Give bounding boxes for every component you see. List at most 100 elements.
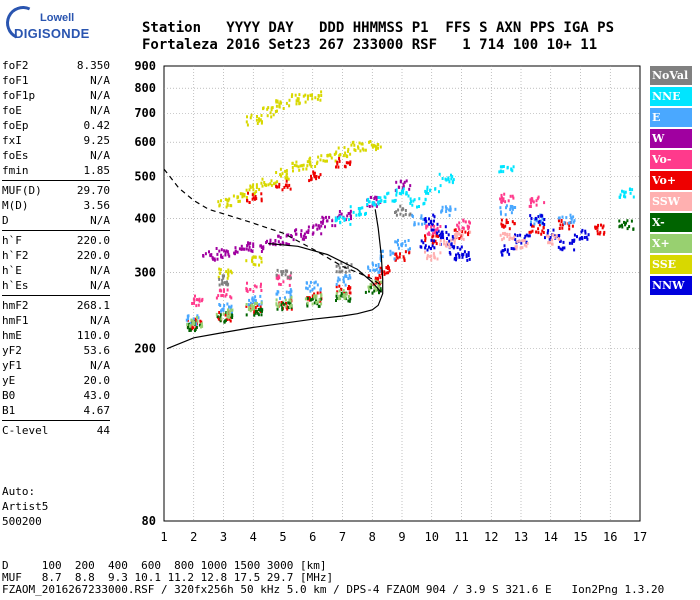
data-point-ssw [461,233,464,237]
param-name: C-level [2,424,49,437]
data-point-sse [288,104,291,108]
data-point-nne [355,213,358,217]
data-point-w [370,196,373,199]
data-point-e [189,321,192,325]
data-point-x [254,311,257,315]
data-point-w [250,248,253,252]
data-point-x [261,309,263,313]
data-point-w [331,224,334,228]
data-point-vo [345,161,348,165]
data-point-nne [367,200,370,204]
data-point-sse [337,146,340,150]
data-point-ssw [426,257,429,261]
data-point-noval [347,265,349,269]
data-point-ssw [439,242,441,246]
data-point-nne [334,219,337,223]
data-point-vo [601,226,604,230]
data-point-vo [425,226,428,230]
data-point-noval [404,212,407,216]
data-point-nne [623,191,626,195]
auto-label: Auto: [2,485,36,498]
data-point-nne [424,197,427,201]
param-row-fxi: fxI 9.25 [2,133,110,148]
data-point-nnw [563,246,566,250]
data-point-sse [237,200,240,203]
data-point-ssw [462,237,465,241]
data-point-e [367,266,370,270]
data-point-vo [375,281,378,285]
data-point-sse [261,184,264,188]
param-name: hmF2 [2,299,29,312]
data-point-nne [364,212,366,216]
data-point-sse [281,172,284,176]
data-point-x [249,309,252,313]
data-point-nnw [424,246,427,250]
data-point-e [377,265,380,269]
data-point-nnw [573,248,576,252]
data-point-vo [276,275,279,279]
data-point-sse [347,147,350,151]
data-point-e [557,216,560,220]
data-point-vo [464,230,467,234]
data-point-nnw [456,246,459,250]
data-point-vo [425,224,428,228]
data-point-e [248,298,251,302]
data-point-nnw [462,252,465,256]
data-point-nnw [455,256,458,260]
data-point-w [374,195,377,199]
data-point-x [226,311,229,315]
data-point-w [228,254,231,258]
data-point-nnw [524,234,527,238]
data-point-vo [286,307,289,311]
data-point-sse [229,269,232,273]
data-point-sse [219,268,222,272]
data-point-x [196,319,199,323]
data-point-sse [252,183,255,187]
data-point-vo [535,230,538,234]
data-point-nnw [432,223,434,227]
data-point-x [630,219,633,223]
data-point-vo [253,308,256,312]
data-point-vo [385,271,388,275]
data-point-sse [324,159,327,163]
data-point-vo [336,160,339,164]
data-point-x [225,311,228,315]
param-row-fmin: fmin 1.85 [2,163,110,178]
data-point-nnw [587,233,590,237]
data-point-vo [338,284,341,288]
x-tick-label: 17 [633,530,647,544]
data-point-sse [260,114,263,117]
data-point-nnw [527,234,530,238]
param-separator [2,420,110,421]
data-point-nnw [547,229,550,233]
data-point-vo [531,229,534,233]
data-point-w [321,221,324,225]
data-point-vo [466,224,469,228]
data-point-vo [313,292,316,296]
data-point-noval [337,263,340,267]
data-point-e [504,213,507,217]
data-point-vo [596,229,599,233]
legend-item-ssw: SSW [650,192,692,211]
data-point-x [189,324,191,328]
data-point-e [500,212,502,216]
data-point-w [324,225,326,229]
data-point-nnw [428,217,430,221]
data-point-w [234,246,237,250]
data-point-nnw [583,236,586,239]
data-point-x [315,294,318,298]
data-point-noval [280,270,283,274]
param-value: 220.0 [76,249,110,262]
data-point-sse [217,275,220,279]
logo-digisonde-text: DIGISONDE [14,26,90,41]
data-point-nne [450,177,453,181]
data-point-sse [302,167,305,171]
data-point-vo [190,325,193,329]
data-point-vo [277,274,280,278]
data-point-vo [535,199,538,203]
data-point-nnw [581,228,584,232]
data-point-sse [239,192,242,196]
data-point-sse [272,113,275,117]
data-point-sse [306,160,309,164]
data-point-sse [258,255,261,259]
